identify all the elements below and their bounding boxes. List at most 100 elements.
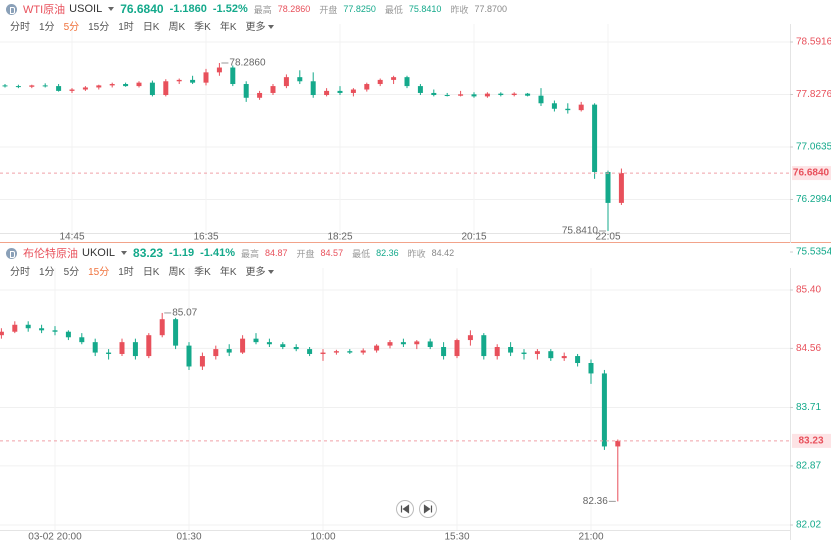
candle-body: [467, 335, 473, 341]
candle-body: [484, 93, 490, 97]
candle-body: [534, 351, 540, 354]
candle-body: [575, 356, 581, 364]
candle-body: [337, 90, 343, 93]
last-price-tag: [792, 166, 831, 181]
dropdown-caret[interactable]: [108, 7, 115, 11]
price: 76.6840: [120, 2, 164, 16]
timeframe-tab[interactable]: 1分: [39, 21, 55, 33]
candle-body: [176, 79, 182, 82]
candle-body: [417, 86, 423, 93]
candle-body: [364, 84, 370, 90]
stat-label: 开盘: [296, 248, 315, 259]
timeframe-tab[interactable]: 15分: [88, 21, 110, 33]
candle-body: [15, 86, 21, 88]
timeframe-tab[interactable]: 1时: [118, 21, 134, 33]
candle-body: [2, 85, 8, 87]
candle-body: [25, 324, 31, 329]
candle-body: [454, 340, 460, 357]
timeframe-tab[interactable]: 日K: [142, 21, 160, 33]
quote-header: 布伦特原油 UKOIL 83.23 -1.19 -1.41% 最高 84.87 开盘 84.57…: [6, 245, 457, 261]
timeframe-tab[interactable]: 5分: [63, 266, 80, 278]
candle-body: [310, 81, 316, 96]
dropdown-caret: [267, 24, 274, 29]
candle-body: [521, 352, 527, 354]
grid: [0, 41, 790, 201]
y-tick-label: 85.40: [796, 285, 821, 296]
timeframe-tab[interactable]: 更多: [246, 18, 274, 33]
low-annotation: 75.8410: [562, 226, 599, 237]
candle-body: [230, 67, 236, 85]
stat-value: 75.8410: [408, 4, 442, 14]
candle-body: [280, 344, 286, 348]
y-tick-label: 78.5916: [796, 37, 831, 48]
timeframe-tab[interactable]: 5分: [63, 21, 80, 33]
timeframe-tab[interactable]: 季K: [194, 266, 211, 278]
timeframe-tab[interactable]: 1分: [39, 266, 55, 278]
y-tick-label: 77.0635: [796, 142, 831, 153]
x-tick-label: 15:30: [444, 532, 469, 542]
timeframe-tab[interactable]: 周K: [168, 21, 186, 33]
candle-body: [96, 85, 102, 88]
button-icon: [423, 504, 433, 514]
y-tick-label: 84.56: [796, 343, 821, 354]
instrument-symbol: USOIL: [69, 3, 103, 15]
candle-body: [186, 345, 192, 367]
playback-next[interactable]: [419, 500, 437, 518]
candle-body: [525, 93, 531, 96]
candle-body: [592, 104, 598, 172]
stat-value: 84.87: [265, 248, 288, 258]
candle-body: [199, 356, 205, 367]
instrument-symbol: UKOIL: [82, 247, 116, 259]
timeframe-tab[interactable]: 日K: [142, 266, 160, 278]
stat-label: 最高: [253, 4, 272, 15]
timeframe-tabs: 分时 1分 5分 15分 1时 日K 周K 季K 年K 更多: [10, 263, 274, 278]
candle-body: [136, 82, 142, 87]
candle-body: [350, 89, 356, 93]
change-pct: -1.52%: [212, 3, 248, 15]
candle-body: [414, 341, 420, 345]
dropdown-caret[interactable]: [121, 251, 128, 255]
candle-body: [508, 347, 514, 353]
candle-body: [240, 338, 246, 353]
timeframe-tab[interactable]: 年K: [219, 21, 237, 33]
candle-body: [374, 345, 380, 351]
timeframe-tab[interactable]: 周K: [168, 266, 186, 278]
stat-value: 84.42: [431, 248, 455, 258]
y-tick-label: 82.02: [796, 520, 821, 531]
candle-body: [498, 93, 504, 96]
timeframe-tab[interactable]: 分时: [10, 21, 30, 33]
candle-body: [458, 94, 464, 96]
timeframe-tab[interactable]: 年K: [219, 266, 237, 278]
change-pct: -1.41%: [200, 247, 235, 259]
candle-body: [615, 440, 621, 447]
timeframe-tab[interactable]: 季K: [194, 21, 211, 33]
playback-prev[interactable]: [396, 500, 414, 518]
candle-body: [283, 77, 289, 87]
candle-body: [12, 324, 18, 332]
instrument: 布伦特原油 UKOIL: [23, 245, 128, 261]
candle-body: [293, 347, 299, 350]
timeframe-tab[interactable]: 1时: [118, 266, 134, 278]
timeframe-tab[interactable]: 15分: [88, 266, 110, 278]
candle-body: [42, 85, 48, 87]
timeframe-tab[interactable]: 更多: [246, 263, 274, 278]
stat-value: 78.2860: [277, 4, 311, 14]
candle-body: [65, 331, 71, 338]
candle-body: [431, 92, 437, 96]
high-annotation: 78.2860: [229, 58, 266, 69]
candle-body: [92, 342, 98, 353]
candle-body: [391, 77, 397, 80]
instrument: WTI原油 USOIL: [23, 1, 115, 17]
candle-body: [320, 352, 326, 354]
change: -1.1860: [169, 3, 207, 15]
x-tick-label: 16:35: [193, 232, 218, 243]
candle-body: [538, 95, 544, 104]
x-tick-label: 14:45: [59, 232, 84, 243]
candle-body: [173, 319, 179, 346]
candle-body: [561, 356, 567, 359]
candle-body: [441, 347, 447, 357]
candle-body: [404, 77, 410, 87]
quote-header: WTI原油 USOIL 76.6840 -1.1860 -1.52% 最高 78.2860 开…: [6, 1, 510, 17]
timeframe-tab[interactable]: 分时: [10, 266, 30, 278]
